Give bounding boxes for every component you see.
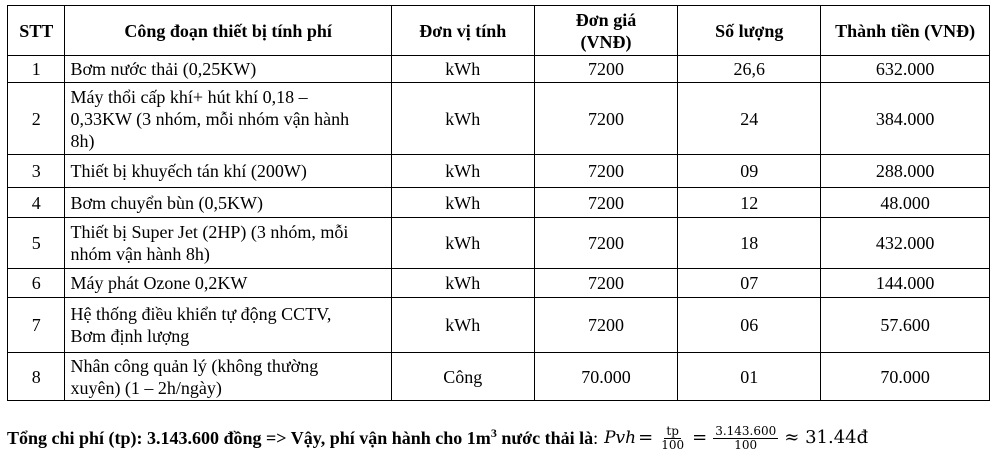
cell-qty: 26,6 xyxy=(677,55,822,83)
table-row: 6 Máy phát Ozone 0,2KW kWh 7200 07 144.000 xyxy=(6,268,990,298)
cell-qty: 06 xyxy=(677,297,822,353)
cell-qty: 09 xyxy=(677,154,822,188)
cell-price: 7200 xyxy=(533,82,679,155)
description-line: Nhân công quản lý (không thường xyxy=(70,355,319,376)
cell-total: 144.000 xyxy=(820,268,990,298)
cell-price: 7200 xyxy=(533,268,679,298)
frac2-denominator: 100 xyxy=(734,437,758,452)
description-line: Máy phát Ozone 0,2KW xyxy=(70,273,248,293)
header-price-line1: Đơn giá xyxy=(575,9,637,30)
cell-description: Máy phát Ozone 0,2KW xyxy=(64,268,392,298)
header-qty: Số lượng xyxy=(677,5,822,56)
frac2-numerator: 3.143.600 xyxy=(713,423,779,439)
formula-lhs: Pvh xyxy=(604,428,637,448)
cell-description: Hệ thống điều khiển tự động CCTV, Bơm địn… xyxy=(64,297,392,353)
header-stage: Công đoạn thiết bị tính phí xyxy=(64,5,392,56)
cost-summary: Tổng chi phí (tp): 3.143.600 đồng => Vậy… xyxy=(7,424,870,452)
table-body: 1 Bơm nước thải (0,25KW) kWh 7200 26,6 632.00… xyxy=(6,55,990,401)
cell-total: 288.000 xyxy=(820,154,990,188)
description-line: Bơm nước thải (0,25KW) xyxy=(70,59,257,79)
formula-eq1: = xyxy=(638,427,654,448)
cell-price: 7200 xyxy=(533,297,679,353)
description-line: Bơm chuyển bùn (0,5KW) xyxy=(70,192,263,213)
cost-table: STT Công đoạn thiết bị tính phí Đơn vị t… xyxy=(6,5,990,401)
summary-colon: : xyxy=(593,428,599,448)
table-row: 5 Thiết bị Super Jet (2HP) (3 nhóm, mỗi nh… xyxy=(6,217,990,269)
cell-qty: 12 xyxy=(677,187,822,218)
cell-total: 632.000 xyxy=(820,55,990,83)
cell-price: 7200 xyxy=(533,55,679,83)
description-line: nhóm vận hành 8h) xyxy=(70,244,210,264)
cell-unit: kWh xyxy=(390,187,535,218)
cell-unit: kWh xyxy=(390,268,535,298)
table-row: 8 Nhân công quản lý (không thường xuyên) (… xyxy=(6,352,990,401)
cell-price: 7200 xyxy=(533,154,679,188)
cell-unit: kWh xyxy=(390,55,535,83)
table-row: 7 Hệ thống điều khiển tự động CCTV, Bơm đị… xyxy=(6,297,990,353)
formula-result: ≈ 31.44đ xyxy=(784,427,869,448)
description-line: Máy thổi cấp khí+ hút khí 0,18 – xyxy=(70,86,308,107)
cell-price: 7200 xyxy=(533,187,679,218)
cell-unit: kWh xyxy=(390,82,535,155)
description-line: Bơm định lượng xyxy=(70,326,190,346)
description-line: 8h) xyxy=(70,130,95,151)
description-line: Hệ thống điều khiển tự động CCTV, xyxy=(70,304,332,324)
cell-description: Thiết bị Super Jet (2HP) (3 nhóm, mỗi nhó… xyxy=(64,217,392,269)
cell-unit: kWh xyxy=(390,154,535,188)
cell-stt: 3 xyxy=(6,154,66,188)
table-row: 1 Bơm nước thải (0,25KW) kWh 7200 26,6 632.00… xyxy=(6,55,990,83)
frac1-denominator: 100 xyxy=(661,437,685,452)
summary-text-end: nước thải là xyxy=(496,428,594,448)
header-unit: Đơn vị tính xyxy=(390,5,535,56)
formula-frac1: tp 100 xyxy=(659,423,686,452)
cell-total: 70.000 xyxy=(820,352,990,401)
cell-stt: 1 xyxy=(6,55,66,83)
description-line: 0,33KW (3 nhóm, mỗi nhóm vận hành xyxy=(70,108,350,129)
formula-frac2: 3.143.600 100 xyxy=(713,423,779,452)
cell-qty: 01 xyxy=(677,352,822,401)
cell-description: Bơm chuyển bùn (0,5KW) xyxy=(64,187,392,218)
cell-qty: 18 xyxy=(677,217,822,269)
cell-unit: kWh xyxy=(390,297,535,353)
cell-description: Máy thổi cấp khí+ hút khí 0,18 –0,33KW (… xyxy=(64,82,392,155)
header-price: Đơn giá (VNĐ) xyxy=(533,5,679,56)
header-price-line2: (VNĐ) xyxy=(580,31,632,52)
cell-description: Nhân công quản lý (không thường xuyên) (1… xyxy=(64,352,392,401)
description-line: Thiết bị khuyếch tán khí (200W) xyxy=(70,161,307,181)
table-row: 4 Bơm chuyển bùn (0,5KW) kWh 7200 12 48.000 xyxy=(6,187,990,218)
cell-total: 57.600 xyxy=(820,297,990,353)
formula-eq2: = xyxy=(692,427,708,448)
summary-text: Tổng chi phí (tp): 3.143.600 đồng => Vậy… xyxy=(7,424,593,452)
description-line: xuyên) (1 – 2h/ngày) xyxy=(70,377,222,398)
cell-price: 70.000 xyxy=(533,352,679,401)
summary-sup: 3 xyxy=(490,426,497,440)
description-line: Thiết bị Super Jet (2HP) (3 nhóm, mỗi xyxy=(70,222,349,242)
cell-description: Bơm nước thải (0,25KW) xyxy=(64,55,392,83)
cell-stt: 6 xyxy=(6,268,66,298)
table-header-row: STT Công đoạn thiết bị tính phí Đơn vị t… xyxy=(6,5,990,56)
table-row: 2 Máy thổi cấp khí+ hút khí 0,18 –0,33KW … xyxy=(6,82,990,155)
cell-description: Thiết bị khuyếch tán khí (200W) xyxy=(64,154,392,188)
cell-stt: 4 xyxy=(6,187,66,218)
cell-qty: 24 xyxy=(677,82,822,155)
header-total: Thành tiền (VNĐ) xyxy=(820,5,990,56)
cell-unit: Công xyxy=(390,352,535,401)
cell-total: 384.000 xyxy=(820,82,990,155)
header-stt: STT xyxy=(6,5,66,56)
cell-stt: 7 xyxy=(6,297,66,353)
cell-stt: 5 xyxy=(6,217,66,269)
cell-stt: 2 xyxy=(6,82,66,155)
cell-qty: 07 xyxy=(677,268,822,298)
cell-stt: 8 xyxy=(6,352,66,401)
cell-total: 48.000 xyxy=(820,187,990,218)
cell-total: 432.000 xyxy=(820,217,990,269)
cell-price: 7200 xyxy=(533,217,679,269)
cell-unit: kWh xyxy=(390,217,535,269)
summary-text-main: Tổng chi phí (tp): 3.143.600 đồng => Vậy… xyxy=(7,428,491,448)
table-row: 3 Thiết bị khuyếch tán khí (200W) kWh 7200 0… xyxy=(6,154,990,188)
frac1-numerator: tp xyxy=(664,423,681,439)
